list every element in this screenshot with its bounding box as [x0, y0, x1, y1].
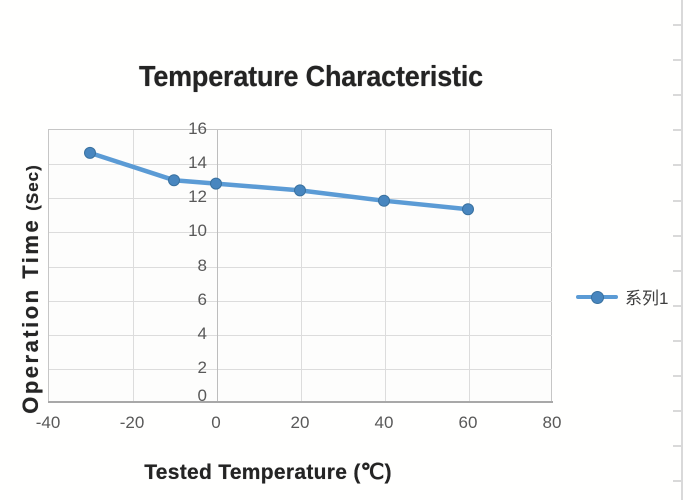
scan-artifact-ruler [681, 0, 683, 500]
scan-artifact-tick [673, 59, 682, 62]
scan-artifact-tick [673, 269, 682, 272]
x-axis-title: Tested Temperature (℃) [144, 461, 392, 484]
y-tick-label: 8 [197, 255, 207, 275]
x-tick-label: 20 [290, 413, 310, 432]
legend-series-marker-icon [576, 289, 618, 305]
x-tick-label: 80 [542, 413, 562, 432]
gridline-vertical [469, 130, 470, 402]
y-tick-label: 0 [197, 386, 207, 405]
scan-artifact-tick [673, 410, 682, 413]
legend: 系列1 [576, 284, 668, 309]
y-tick-label: 2 [197, 357, 207, 377]
y-tick-label: 12 [188, 187, 207, 207]
scan-artifact-tick [673, 339, 682, 342]
gridline-horizontal [49, 266, 552, 268]
y-tick-label: 6 [197, 289, 207, 309]
gridline-vertical [133, 130, 134, 402]
gridline-horizontal [49, 232, 552, 234]
scan-artifact-tick [673, 164, 682, 167]
y-tick-label: 16 [188, 119, 207, 138]
x-tick-label: 40 [374, 413, 394, 432]
scan-artifact-tick [673, 129, 682, 132]
scan-artifact-tick [673, 480, 682, 483]
scan-artifact-tick [673, 445, 682, 448]
chart-title: Temperature Characteristic [139, 61, 483, 93]
value-axis-line [217, 130, 218, 402]
gridline-vertical [301, 130, 302, 402]
y-axis-title-text: Operation Time [18, 217, 43, 414]
x-tick-label: 60 [458, 413, 478, 432]
gridline-horizontal [49, 368, 552, 370]
scan-artifact-tick [673, 94, 682, 97]
gridline-horizontal [49, 334, 552, 336]
x-tick-label: 0 [211, 413, 221, 432]
legend-dot-icon [591, 290, 604, 304]
legend-label: 系列1 [625, 289, 669, 308]
y-axis-title: Operation Time (Sec) [18, 164, 44, 414]
y-tick-label: 14 [188, 153, 207, 173]
scan-artifact-tick [673, 199, 682, 202]
x-axis-line [48, 401, 553, 403]
y-tick-label: 10 [188, 221, 207, 241]
scan-artifact-tick [673, 234, 682, 237]
x-tick-label: -40 [35, 413, 61, 432]
y-tick-label: 4 [197, 323, 207, 343]
gridline-horizontal [49, 300, 552, 302]
y-axis-unit: (Sec) [23, 164, 42, 211]
scan-artifact-tick [673, 24, 682, 26]
scan-artifact-tick [673, 304, 682, 307]
gridline-vertical [385, 130, 386, 402]
plot-area [48, 129, 552, 402]
scan-artifact-tick [673, 375, 682, 377]
x-tick-label: -20 [119, 413, 145, 432]
